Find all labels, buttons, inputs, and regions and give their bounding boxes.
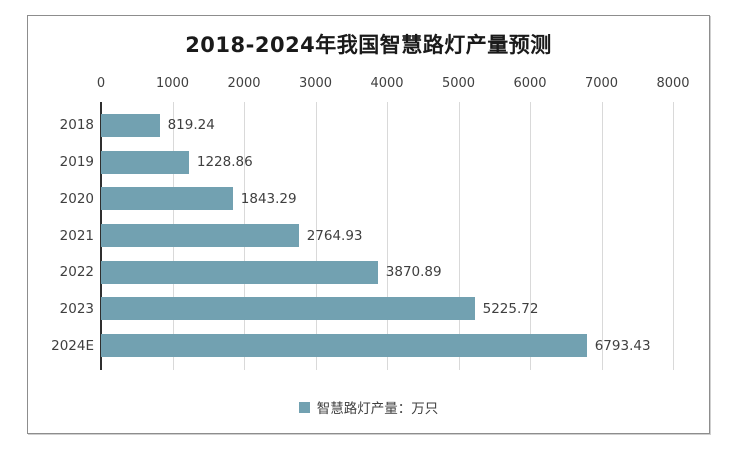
legend-label: 智慧路灯产量：万只	[316, 401, 439, 417]
bar-row: 3870.89	[101, 254, 673, 291]
bar	[101, 224, 299, 248]
bar-value-label: 5225.72	[482, 300, 539, 317]
legend-marker-square	[298, 401, 310, 413]
chart-frame: 2018-2024年我国智慧路灯产量预测 0 1000 2000 3000 4000 50…	[27, 15, 710, 434]
x-tick-label: 8000	[656, 76, 690, 91]
gridline	[458, 102, 460, 370]
bar-row: 6793.43	[101, 327, 673, 364]
bar-row: 2764.93	[101, 217, 673, 254]
y-category-label: 2021	[59, 227, 94, 244]
bar	[101, 187, 233, 211]
bar-row: 819.24	[101, 107, 673, 144]
gridline	[530, 102, 531, 370]
y-category-label: 2018	[59, 117, 94, 134]
y-category-label: 2023	[59, 300, 94, 317]
x-tick-label: 4000	[370, 76, 404, 91]
x-tick-label: 2000	[227, 76, 261, 91]
chart-title: 2018-2024年我国智慧路灯产量预测	[185, 33, 552, 57]
x-tick-label: 7000	[584, 76, 619, 91]
bar	[101, 297, 475, 321]
x-tick-label: 5000	[441, 76, 476, 91]
bar	[101, 150, 189, 174]
y-category-label: 2020	[59, 190, 94, 207]
bar-row: 1228.86	[101, 144, 673, 181]
y-category-label: 2022	[59, 264, 94, 281]
bar-value-label: 819.24	[167, 117, 215, 134]
bar-value-label: 3870.89	[385, 264, 442, 281]
plot-area: 819.24 1228.86 1843.29 2764.93 3870.89 5225.7…	[100, 102, 674, 370]
bar-series: 819.24 1228.86 1843.29 2764.93 3870.89 5225.7…	[101, 102, 673, 370]
gridline	[387, 102, 388, 370]
bar-value-label: 1843.29	[240, 190, 297, 207]
gridline	[601, 102, 603, 370]
bar	[101, 334, 587, 358]
x-tick-label: 6000	[513, 76, 547, 91]
x-axis: 0 1000 2000 3000 4000 5000 6000 7000 8000	[97, 76, 690, 92]
y-category-label: 2024E	[51, 337, 94, 354]
bar	[101, 260, 378, 284]
bar-value-label: 2764.93	[306, 227, 363, 244]
gridline	[673, 102, 674, 370]
x-tick-label: 1000	[155, 76, 190, 91]
legend: 智慧路灯产量：万只	[28, 397, 709, 417]
x-tick-label: 3000	[298, 76, 333, 91]
gridline	[315, 102, 317, 370]
y-category-label: 2019	[59, 154, 94, 171]
bar-row: 1843.29	[101, 180, 673, 217]
bar-value-label: 1228.86	[196, 154, 253, 171]
bar-row: 5225.72	[101, 291, 673, 328]
bar	[101, 113, 160, 137]
bar-value-label: 6793.43	[594, 337, 651, 354]
x-tick-label: 0	[96, 76, 106, 91]
y-axis-labels: 2018 2019 2020 2021 2022 2023 2024E	[32, 102, 94, 370]
